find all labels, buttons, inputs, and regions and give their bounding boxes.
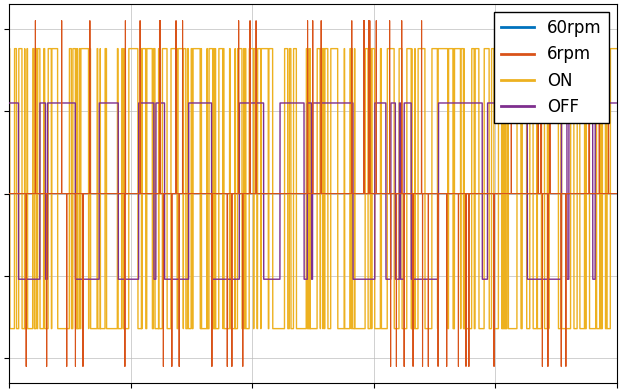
Legend: 60rpm, 6rpm, ON, OFF: 60rpm, 6rpm, ON, OFF (494, 13, 609, 123)
